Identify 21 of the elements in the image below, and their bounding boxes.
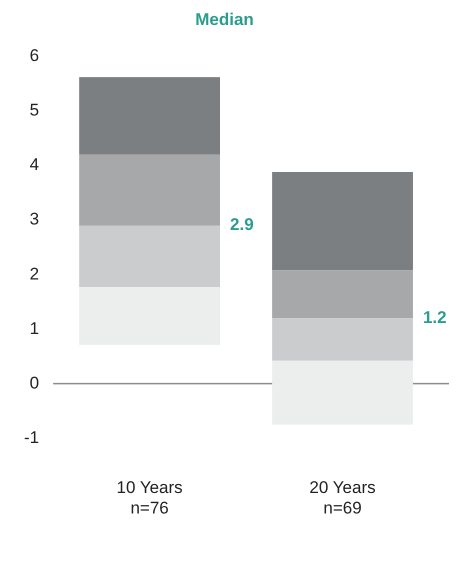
y-tick-label: -1 <box>24 428 40 447</box>
y-tick-label: 4 <box>30 155 40 174</box>
x-tick-label: 10 Years n=76 <box>116 478 183 518</box>
y-tick-label: 6 <box>30 46 40 66</box>
x-tick-label: 20 Years n=69 <box>309 478 376 518</box>
bar <box>272 360 413 425</box>
bar <box>79 154 220 226</box>
chart-title: Median <box>195 10 254 29</box>
bar <box>79 287 220 345</box>
annotation: 2.9 <box>230 215 254 234</box>
bar <box>272 270 413 318</box>
y-tick-label: 0 <box>30 373 40 392</box>
y-tick-label: 1 <box>30 318 40 338</box>
bar <box>272 172 413 270</box>
y-tick-label: 5 <box>30 100 40 120</box>
annotation: 1.2 <box>422 308 447 327</box>
y-tick-label: 3 <box>30 210 40 229</box>
y-tick-label: 2 <box>30 264 40 284</box>
bar <box>79 77 220 155</box>
bar <box>272 318 413 361</box>
bar <box>79 225 220 288</box>
